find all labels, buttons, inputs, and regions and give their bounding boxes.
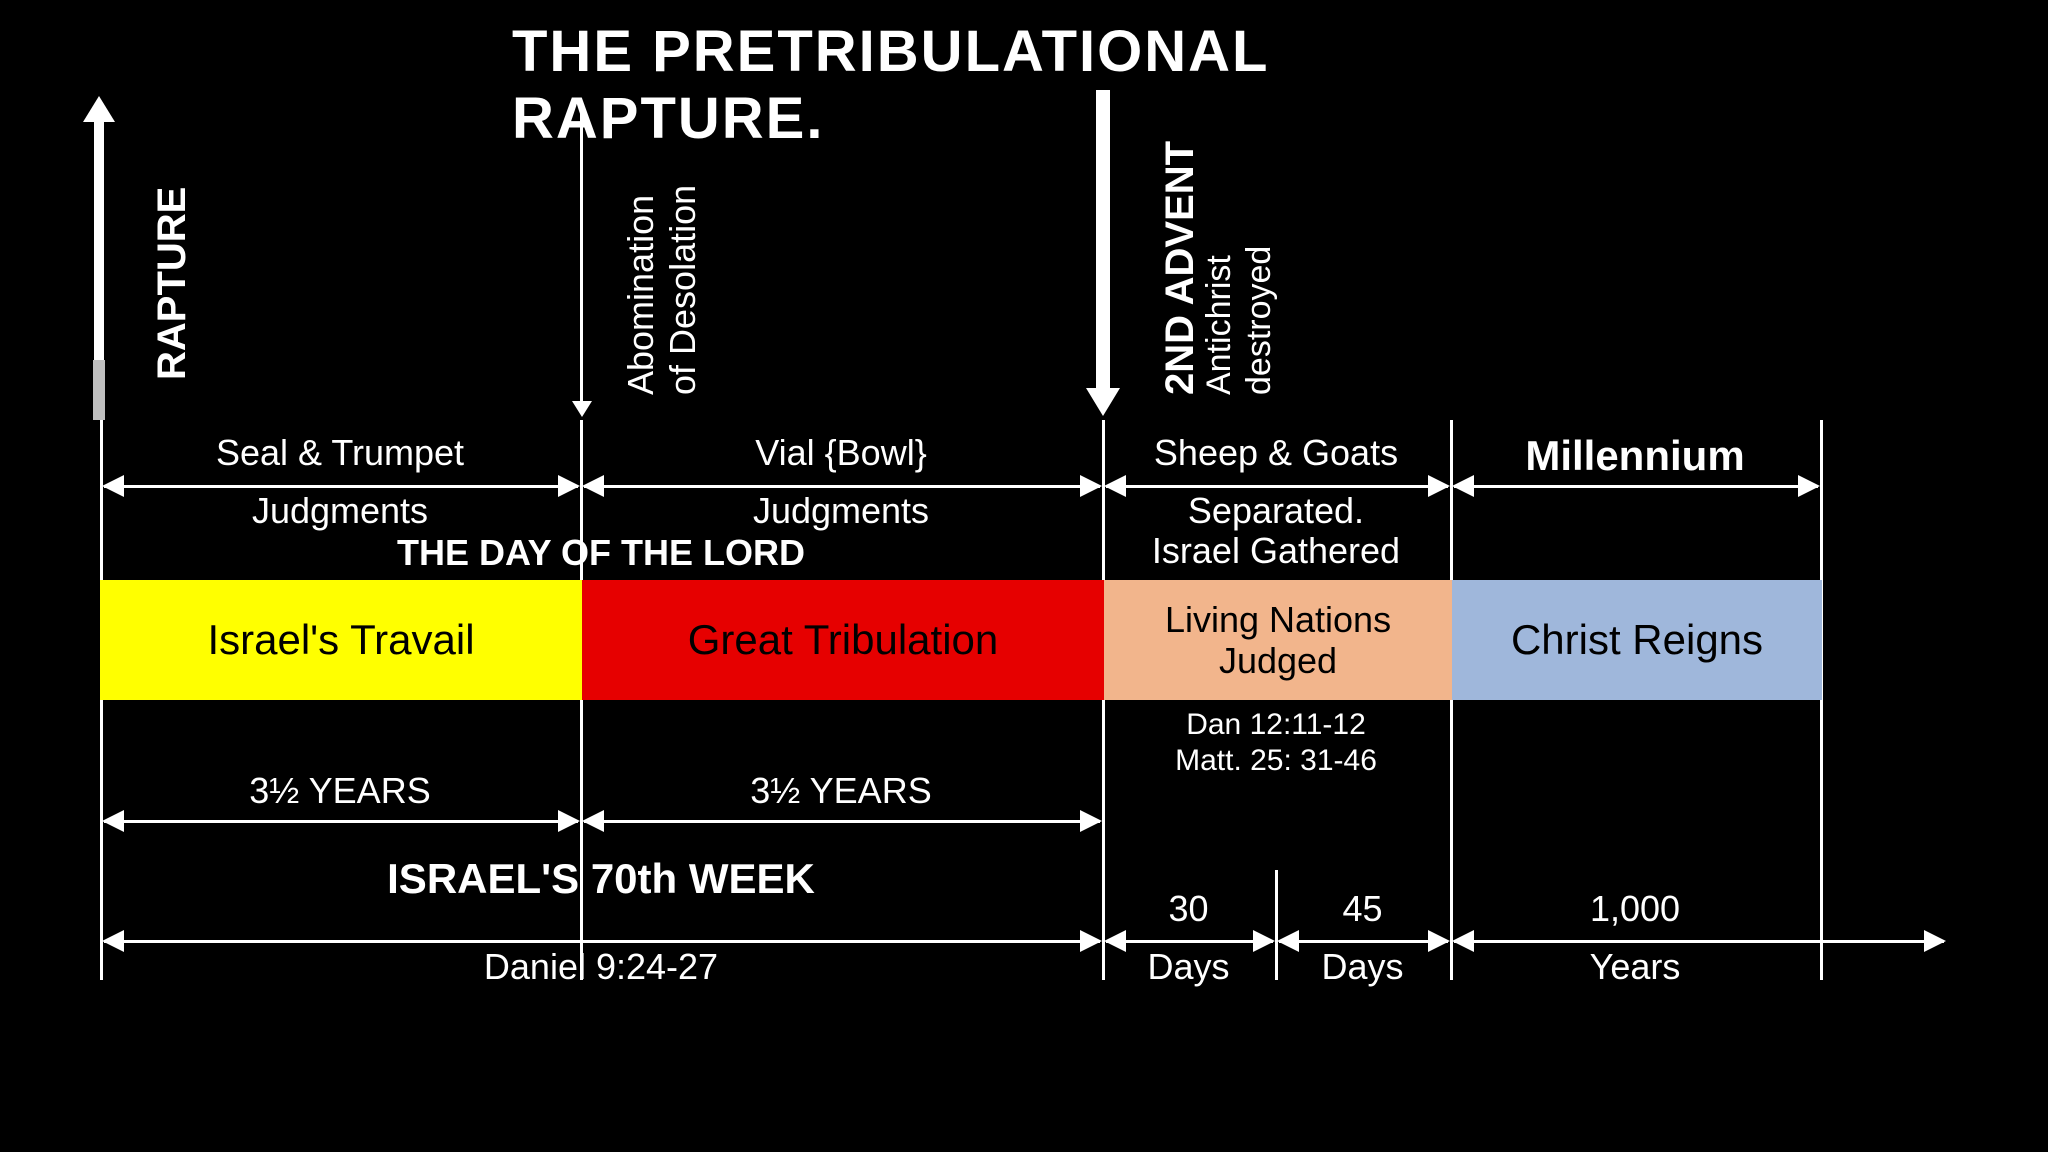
span-45 — [1279, 940, 1448, 943]
vial-text2: Judgments — [580, 490, 1102, 532]
rapture-label: RAPTURE — [150, 187, 195, 380]
bar-reigns: Christ Reigns — [1452, 580, 1822, 700]
d30-1: 30 — [1102, 888, 1275, 930]
span-millennium — [1454, 485, 1818, 488]
y1000-2: Years — [1450, 946, 1820, 988]
span-sheep — [1106, 485, 1448, 488]
ref-matt: Matt. 25: 31-46 — [1102, 744, 1450, 778]
half1-text: 3½ YEARS — [100, 770, 580, 812]
d45-1: 45 — [1275, 888, 1450, 930]
sheep-text1: Sheep & Goats — [1102, 432, 1450, 474]
advent-label: 2ND ADVENT — [1158, 141, 1203, 395]
week-text1: ISRAEL'S 70th WEEK — [100, 855, 1102, 903]
span-seal — [104, 485, 578, 488]
d30-2: Days — [1102, 946, 1275, 988]
advent-sub2: destroyed — [1240, 246, 1279, 395]
vial-text1: Vial {Bowl} — [580, 432, 1102, 474]
span-1000 — [1454, 940, 1944, 943]
sheep-text2: Separated. — [1102, 490, 1450, 532]
span-week — [104, 940, 1100, 943]
advent-arrow — [1096, 90, 1110, 390]
seal-text2: Judgments — [100, 490, 580, 532]
judged-line2: Judged — [1219, 640, 1337, 681]
ref-dan: Dan 12:11-12 — [1102, 708, 1450, 742]
sheep-text3: Israel Gathered — [1092, 530, 1460, 572]
day-of-lord: THE DAY OF THE LORD — [100, 532, 1102, 574]
y1000-1: 1,000 — [1450, 888, 1820, 930]
seal-text1: Seal & Trumpet — [100, 432, 580, 474]
abomination-label-1: Abomination — [620, 195, 662, 395]
span-half1 — [104, 820, 578, 823]
week-text2: Daniel 9:24-27 — [100, 946, 1102, 988]
rapture-tail — [93, 360, 105, 420]
advent-sub1: Antichrist — [1200, 255, 1239, 395]
span-half2 — [584, 820, 1100, 823]
bar-tribulation: Great Tribulation — [582, 580, 1104, 700]
d45-2: Days — [1275, 946, 1450, 988]
abomination-label-2: of Desolation — [662, 185, 704, 395]
millennium-text: Millennium — [1450, 432, 1820, 480]
abomination-arrow — [580, 105, 583, 403]
half2-text: 3½ YEARS — [580, 770, 1102, 812]
chart-title: THE PRETRIBULATIONAL RAPTURE. — [512, 18, 1536, 152]
bar-travail: Israel's Travail — [100, 580, 582, 700]
bar-judged: Living Nations Judged — [1104, 580, 1452, 700]
judged-line1: Living Nations — [1165, 599, 1391, 640]
span-30 — [1106, 940, 1273, 943]
vline-millennium-end — [1820, 420, 1823, 980]
span-vial — [584, 485, 1100, 488]
